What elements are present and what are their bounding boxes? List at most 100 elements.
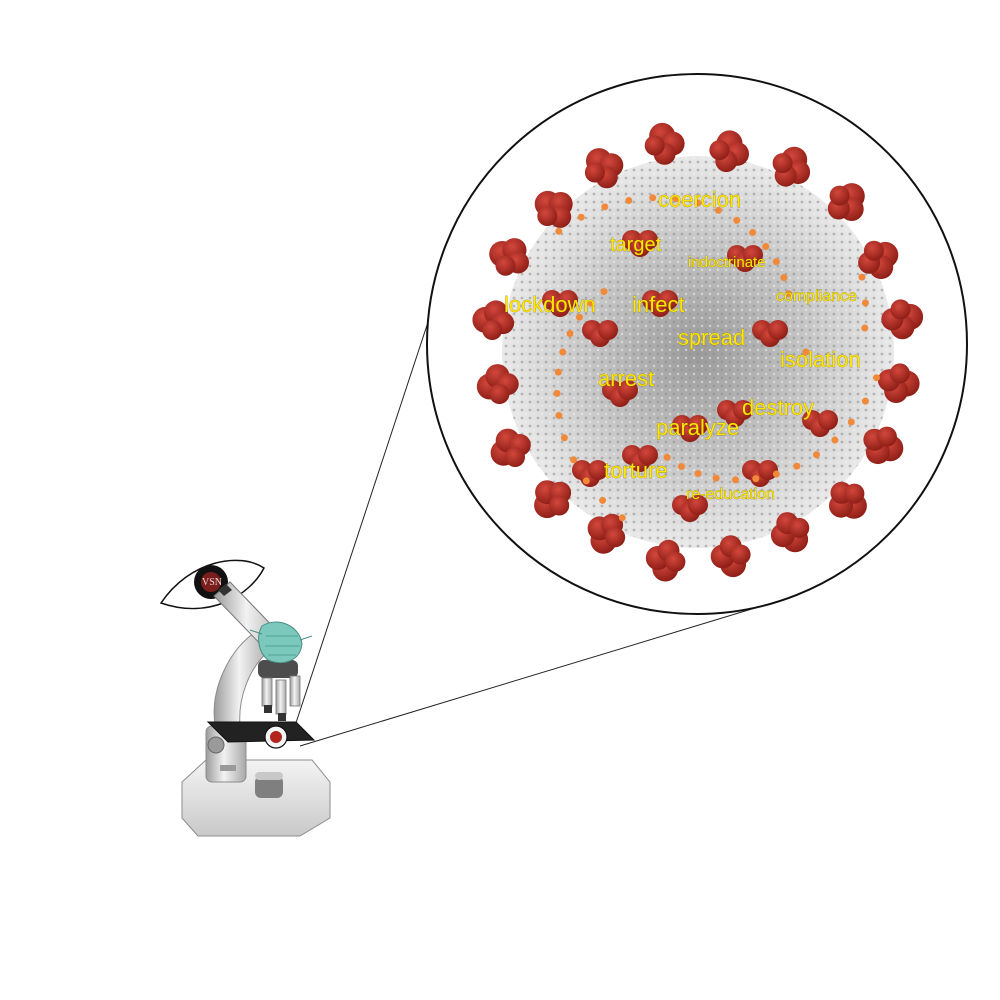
spike bbox=[863, 426, 904, 465]
spike bbox=[770, 512, 810, 553]
surface-dot bbox=[772, 258, 780, 266]
surface-dot bbox=[577, 213, 585, 221]
word-arrest: arrest bbox=[598, 366, 654, 391]
surface-dot bbox=[600, 288, 608, 296]
spike bbox=[829, 481, 867, 519]
spike bbox=[490, 428, 531, 467]
surface-dot bbox=[560, 434, 568, 442]
surface-dot bbox=[802, 348, 810, 356]
inner-spike bbox=[727, 245, 763, 272]
virus-spikes bbox=[472, 122, 924, 582]
spike bbox=[476, 364, 519, 404]
spike bbox=[645, 539, 686, 582]
word-spread: spread bbox=[678, 325, 745, 350]
word-coercion: coercion bbox=[658, 187, 741, 212]
word-torture: torture bbox=[604, 458, 668, 483]
surface-dot bbox=[785, 290, 793, 298]
surface-dot bbox=[576, 313, 583, 321]
virus-dots bbox=[553, 194, 880, 522]
surface-dot bbox=[554, 368, 562, 376]
spike bbox=[877, 363, 920, 403]
inner-spike bbox=[672, 415, 708, 442]
surface-dot bbox=[672, 195, 680, 203]
projection-line-bottom bbox=[299, 607, 756, 747]
word-paralyze: paralyze bbox=[656, 415, 739, 440]
inner-spike bbox=[752, 320, 788, 347]
surface-dot bbox=[873, 374, 880, 382]
surface-dot bbox=[570, 456, 578, 464]
word-infect: infect bbox=[632, 292, 685, 317]
surface-dot bbox=[694, 199, 702, 207]
inner-spike bbox=[622, 230, 658, 257]
surface-dot bbox=[587, 299, 595, 307]
inner-spike bbox=[582, 320, 618, 347]
word-re-education: re-education bbox=[686, 486, 775, 503]
word-indoctrinate: indoctrinate bbox=[688, 254, 766, 271]
word-isolation: isolation bbox=[780, 347, 861, 372]
inner-spike bbox=[542, 290, 578, 317]
spike bbox=[858, 240, 899, 280]
surface-dot bbox=[858, 273, 866, 281]
inner-spike bbox=[802, 410, 838, 437]
inner-spike bbox=[622, 445, 658, 472]
inner-spike bbox=[672, 495, 708, 522]
surface-dot bbox=[733, 216, 741, 224]
spike bbox=[710, 535, 751, 578]
spike bbox=[881, 299, 924, 340]
surface-dot bbox=[861, 299, 869, 307]
surface-dot bbox=[663, 453, 671, 461]
surface-dot bbox=[566, 330, 574, 338]
magnified-view bbox=[426, 73, 968, 615]
surface-dot bbox=[555, 412, 563, 419]
surface-dot bbox=[772, 470, 780, 478]
surface-dot bbox=[694, 470, 702, 477]
surface-dot bbox=[813, 451, 820, 459]
word-compliance: compliance bbox=[776, 288, 857, 305]
virus-particle bbox=[472, 122, 924, 582]
spike bbox=[534, 190, 573, 228]
microscope-icon bbox=[181, 581, 331, 837]
magnifier-border bbox=[426, 73, 968, 615]
word-target: target bbox=[610, 234, 662, 256]
eye-label: VSN bbox=[202, 577, 222, 588]
surface-dot bbox=[847, 418, 855, 426]
surface-dot bbox=[625, 197, 633, 204]
spike bbox=[709, 130, 749, 173]
surface-dot bbox=[678, 463, 685, 470]
surface-dot bbox=[732, 476, 739, 484]
word-lockdown: lockdown bbox=[504, 292, 596, 317]
surface-dot bbox=[599, 496, 607, 504]
surface-dot bbox=[780, 274, 788, 282]
surface-dot bbox=[762, 243, 770, 250]
spike bbox=[587, 513, 626, 554]
spike bbox=[534, 480, 572, 519]
inner-spike bbox=[602, 380, 638, 407]
spike bbox=[644, 122, 685, 165]
surface-dot bbox=[752, 475, 760, 483]
surface-dot bbox=[831, 436, 839, 444]
inner-spike bbox=[642, 290, 678, 317]
surface-dot bbox=[861, 324, 869, 332]
spike bbox=[772, 146, 811, 187]
surface-dot bbox=[712, 474, 720, 482]
inner-spike bbox=[717, 400, 753, 427]
spike bbox=[584, 148, 624, 189]
surface-dot bbox=[553, 389, 561, 397]
surface-dot bbox=[559, 348, 567, 356]
surface-dot bbox=[601, 203, 609, 211]
inner-spike bbox=[572, 460, 608, 487]
surface-dot bbox=[582, 477, 590, 485]
surface-dot bbox=[749, 229, 757, 236]
surface-dot bbox=[555, 227, 563, 235]
word-destroy: destroy bbox=[742, 395, 814, 420]
eye-icon: VSN bbox=[159, 559, 265, 610]
spike bbox=[827, 183, 865, 221]
surface-dot bbox=[714, 206, 722, 214]
surface-dot bbox=[793, 462, 801, 470]
projection-line-top bbox=[290, 309, 433, 739]
surface-dot bbox=[861, 397, 869, 405]
spike bbox=[489, 238, 529, 276]
word-overlay: coercion target indoctrinate compliance … bbox=[504, 187, 861, 503]
spike bbox=[472, 300, 515, 340]
